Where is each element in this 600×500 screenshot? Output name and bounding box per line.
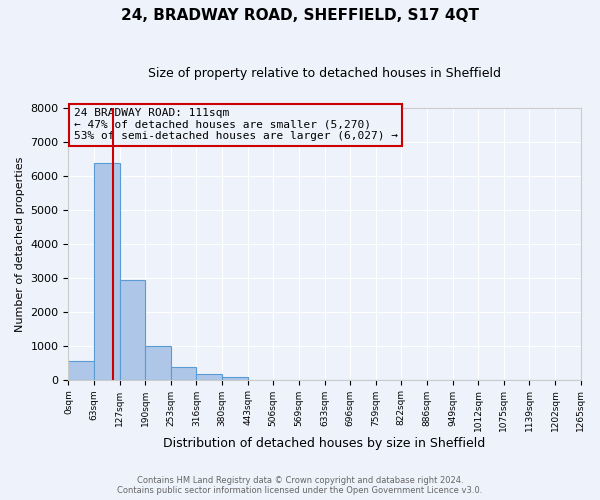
Title: Size of property relative to detached houses in Sheffield: Size of property relative to detached ho… [148, 68, 501, 80]
Text: 24, BRADWAY ROAD, SHEFFIELD, S17 4QT: 24, BRADWAY ROAD, SHEFFIELD, S17 4QT [121, 8, 479, 22]
Text: Contains HM Land Registry data © Crown copyright and database right 2024.
Contai: Contains HM Land Registry data © Crown c… [118, 476, 482, 495]
Bar [222, 377, 248, 380]
Bar [68, 361, 94, 380]
Bar [120, 280, 145, 380]
X-axis label: Distribution of detached houses by size in Sheffield: Distribution of detached houses by size … [163, 437, 485, 450]
Bar [171, 366, 196, 380]
Bar [145, 346, 171, 380]
Bar [94, 164, 120, 380]
Y-axis label: Number of detached properties: Number of detached properties [15, 156, 25, 332]
Text: 24 BRADWAY ROAD: 111sqm
← 47% of detached houses are smaller (5,270)
53% of semi: 24 BRADWAY ROAD: 111sqm ← 47% of detache… [74, 108, 398, 142]
Bar [196, 374, 222, 380]
